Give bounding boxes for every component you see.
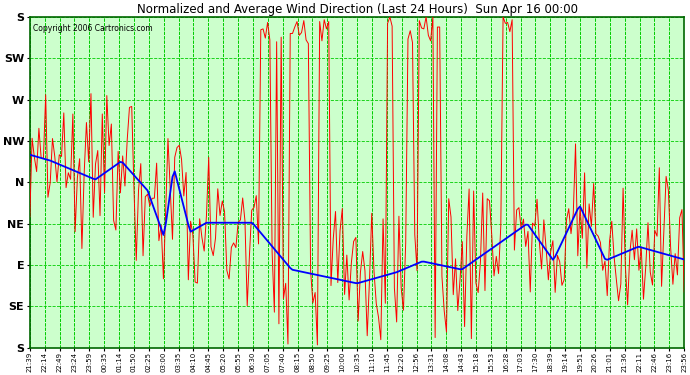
Text: Copyright 2006 Cartronics.com: Copyright 2006 Cartronics.com [33, 24, 152, 33]
Title: Normalized and Average Wind Direction (Last 24 Hours)  Sun Apr 16 00:00: Normalized and Average Wind Direction (L… [137, 3, 578, 16]
